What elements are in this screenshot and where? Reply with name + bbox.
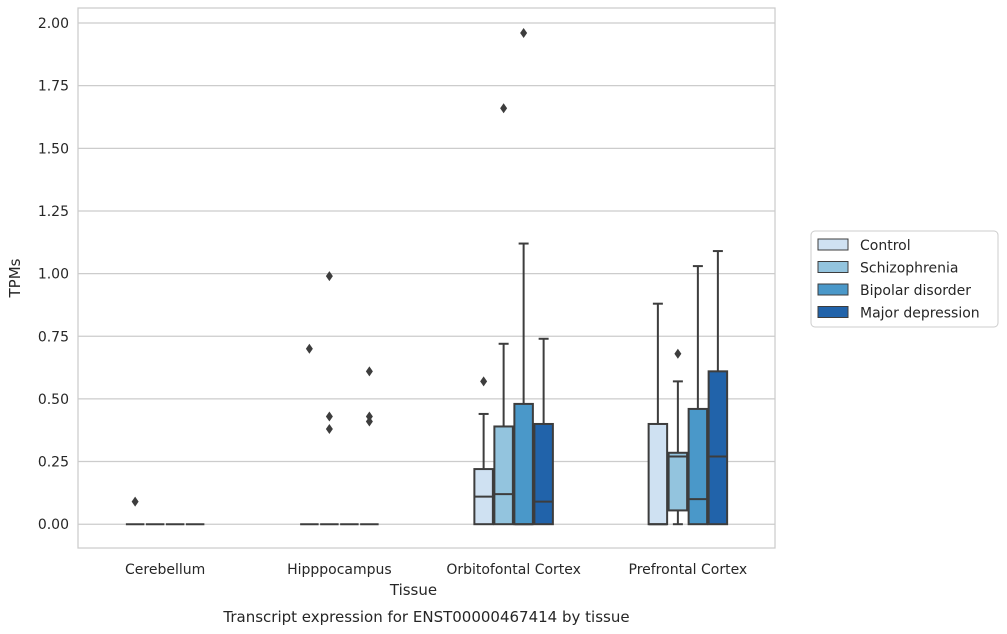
- legend-swatch: [817, 283, 849, 296]
- plot-frame: [77, 7, 776, 549]
- y-axis-label: TPMs: [6, 258, 24, 298]
- legend-swatch: [817, 261, 849, 273]
- y-tick-label: 1.25: [38, 204, 69, 220]
- outlier-point: [305, 343, 313, 354]
- outlier-point: [365, 366, 373, 377]
- box-schizophrenia: [320, 271, 339, 526]
- legend-swatch: [817, 306, 849, 318]
- box-plot-area: [125, 28, 729, 526]
- box-body: [647, 422, 669, 526]
- box-schizophrenia: [667, 348, 689, 526]
- box-major-depression: [707, 250, 729, 526]
- x-axis-label: Tissue: [389, 581, 437, 599]
- box-body: [687, 407, 709, 526]
- x-tick-label: Prefrontal Cortex: [629, 562, 748, 578]
- box-body: [513, 402, 534, 526]
- outlier-point: [520, 28, 528, 39]
- outlier-point: [365, 411, 373, 422]
- outlier-point: [480, 376, 488, 387]
- y-tick-label: 2.00: [38, 16, 69, 32]
- outlier-point: [131, 496, 139, 507]
- box-control: [473, 376, 494, 526]
- y-tick-label: 0.00: [38, 517, 69, 533]
- chart-caption: Transcript expression for ENST0000046741…: [222, 608, 629, 626]
- box-major-depression: [360, 366, 379, 526]
- x-tick-label: Orbitofontal Cortex: [446, 562, 581, 578]
- gridlines: [78, 22, 775, 525]
- box-body: [493, 425, 514, 526]
- legend-swatch: [817, 238, 849, 251]
- box-schizophrenia: [493, 103, 514, 526]
- box-control: [300, 343, 319, 526]
- box-body: [667, 451, 689, 512]
- y-tick-label: 1.00: [38, 267, 69, 283]
- legend-label: Major depression: [860, 306, 980, 322]
- box-body: [533, 422, 554, 526]
- outlier-point: [365, 416, 373, 427]
- box-bipolar-disorder: [687, 265, 709, 526]
- x-tick-label: Cerebellum: [125, 562, 205, 578]
- legend-label: Bipolar disorder: [860, 283, 971, 299]
- box-bipolar-disorder: [513, 28, 534, 526]
- box-body: [707, 370, 729, 526]
- box-major-depression: [533, 337, 554, 526]
- outlier-point: [325, 411, 333, 422]
- legend-frame: [810, 230, 999, 328]
- y-tick-label: 0.25: [38, 455, 69, 471]
- x-tick-label: Hipppocampus: [287, 562, 392, 578]
- outlier-point: [325, 423, 333, 434]
- outlier-point: [500, 103, 508, 114]
- box-control: [647, 302, 669, 526]
- y-tick-label: 0.75: [38, 329, 69, 345]
- y-tick-label: 1.75: [38, 79, 69, 95]
- y-axis: 0.00 0.25 0.50 0.75 1.00 1.25 1.50 1.75 2.00: [38, 16, 69, 533]
- x-axis: Cerebellum Hipppocampus Orbitofontal Corte…: [125, 562, 747, 578]
- outlier-point: [325, 271, 333, 282]
- legend-label: Schizophrenia: [860, 261, 958, 277]
- legend: Control Schizophrenia Bipolar disorder Majo…: [810, 230, 999, 328]
- legend-label: Control: [860, 238, 911, 254]
- y-tick-label: 1.50: [38, 141, 69, 157]
- outlier-point: [674, 348, 682, 359]
- box-control: [125, 496, 145, 526]
- y-tick-label: 0.50: [38, 392, 69, 408]
